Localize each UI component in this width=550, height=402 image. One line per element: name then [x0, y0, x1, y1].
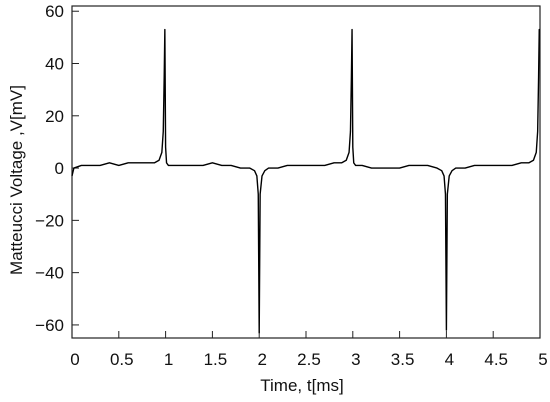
plot-frame [71, 5, 541, 339]
x-tick-label: 2.5 [297, 350, 321, 369]
x-tick-label: 2 [257, 350, 266, 369]
x-axis-ticks: 0 0.5 1 1.5 2 2.5 3 3.5 4 4.5 5 [70, 331, 548, 369]
series-group [71, 28, 540, 334]
x-tick-label: 0 [70, 350, 79, 369]
y-axis-title-group: Matteucci Voltage ,V[mV] [7, 85, 26, 275]
voltage-trace-line [71, 28, 540, 334]
x-tick-label: 1 [164, 350, 173, 369]
y-axis-ticks: 60 40 20 0 −20 −40 −60 [35, 2, 79, 335]
x-tick-label: 4.5 [484, 350, 508, 369]
x-tick-label: 5 [538, 350, 547, 369]
x-tick-label: 0.5 [110, 350, 134, 369]
y-tick-label: −60 [35, 316, 64, 335]
y-tick-label: 20 [45, 107, 64, 126]
y-axis-title: Matteucci Voltage ,V[mV] [7, 85, 26, 275]
y-tick-label: 40 [45, 55, 64, 74]
x-tick-label: 1.5 [204, 350, 228, 369]
x-axis-title: Time, t[ms] [260, 376, 343, 395]
x-tick-label: 3.5 [391, 350, 415, 369]
x-tick-label: 3 [351, 350, 360, 369]
y-tick-label: −40 [35, 264, 64, 283]
x-tick-label: 4 [445, 350, 454, 369]
y-tick-label: 0 [55, 159, 64, 178]
y-tick-label: −20 [35, 211, 64, 230]
y-tick-label: 60 [45, 2, 64, 21]
